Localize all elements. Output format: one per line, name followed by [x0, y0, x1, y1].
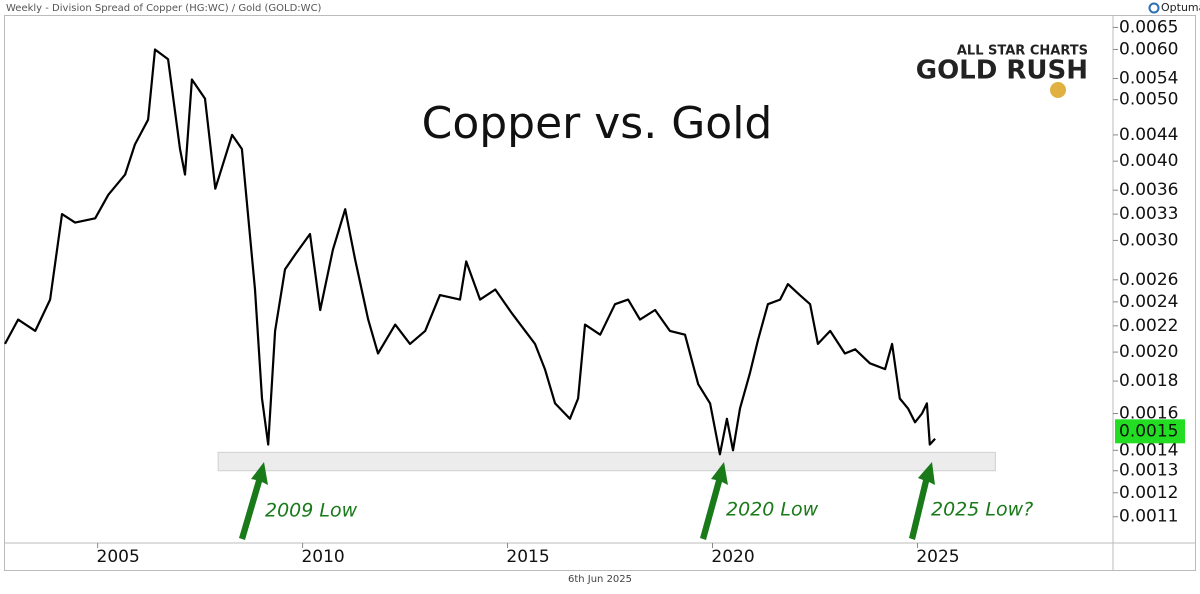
x-tick-label: 2020 [711, 547, 754, 567]
y-tick-label: 0.0044 [1119, 125, 1178, 145]
arrow-2020 [700, 462, 728, 540]
y-tick-label: 0.0012 [1119, 483, 1178, 503]
y-tick-label: 0.0026 [1119, 270, 1178, 290]
y-tick-label: 0.0018 [1119, 371, 1178, 391]
y-tick-label: 0.0016 [1119, 404, 1178, 424]
logo-bottom: GOLD RUSH [916, 56, 1088, 86]
arrow-2025 [909, 462, 935, 540]
x-tick-label: 2010 [301, 547, 344, 567]
chart-title: Copper vs. Gold [422, 98, 773, 149]
y-tick-label: 0.0011 [1119, 507, 1178, 527]
plot-area [4, 48, 996, 472]
y-tick-label: 0.0040 [1119, 151, 1178, 171]
annotation: 2009 Low [265, 500, 358, 522]
y-tick-label: 0.0036 [1119, 180, 1178, 200]
header: Weekly - Division Spread of Copper (HG:W… [6, 3, 322, 14]
y-tick-label: 0.0050 [1119, 90, 1178, 110]
y-tick-label: 0.0013 [1119, 461, 1178, 481]
frame [4, 15, 1196, 571]
y-tick-label: 0.0030 [1119, 230, 1178, 250]
y-tick-label: 0.0024 [1119, 292, 1178, 312]
y-tick-label: 0.0060 [1119, 39, 1178, 59]
x-tick-label: 2005 [97, 547, 140, 567]
x-tick-label: 2025 [916, 547, 959, 567]
logo-top: ALL STAR CHARTS [957, 44, 1088, 59]
arrow-2009 [239, 462, 268, 540]
series-line [4, 48, 936, 456]
brand: Optuma [1161, 1, 1200, 14]
current-value-box [1115, 419, 1185, 444]
y-tick-label: 0.0054 [1119, 68, 1178, 88]
support-zone [217, 451, 996, 472]
annotation: 2025 Low? [931, 499, 1033, 521]
brand-icon [1148, 2, 1160, 14]
logo-icon [1050, 82, 1066, 98]
y-tick-label: 0.0022 [1119, 316, 1178, 336]
date: 6th Jun 2025 [568, 574, 632, 585]
y-tick-label: 0.0065 [1119, 17, 1178, 37]
current-value-label: 0.0015 [1119, 421, 1178, 441]
y-tick-label: 0.0014 [1119, 440, 1178, 460]
annotation: 2020 Low [726, 499, 819, 521]
y-tick-label: 0.0020 [1119, 342, 1178, 362]
y-tick-label: 0.0033 [1119, 204, 1178, 224]
x-tick-label: 2015 [506, 547, 549, 567]
